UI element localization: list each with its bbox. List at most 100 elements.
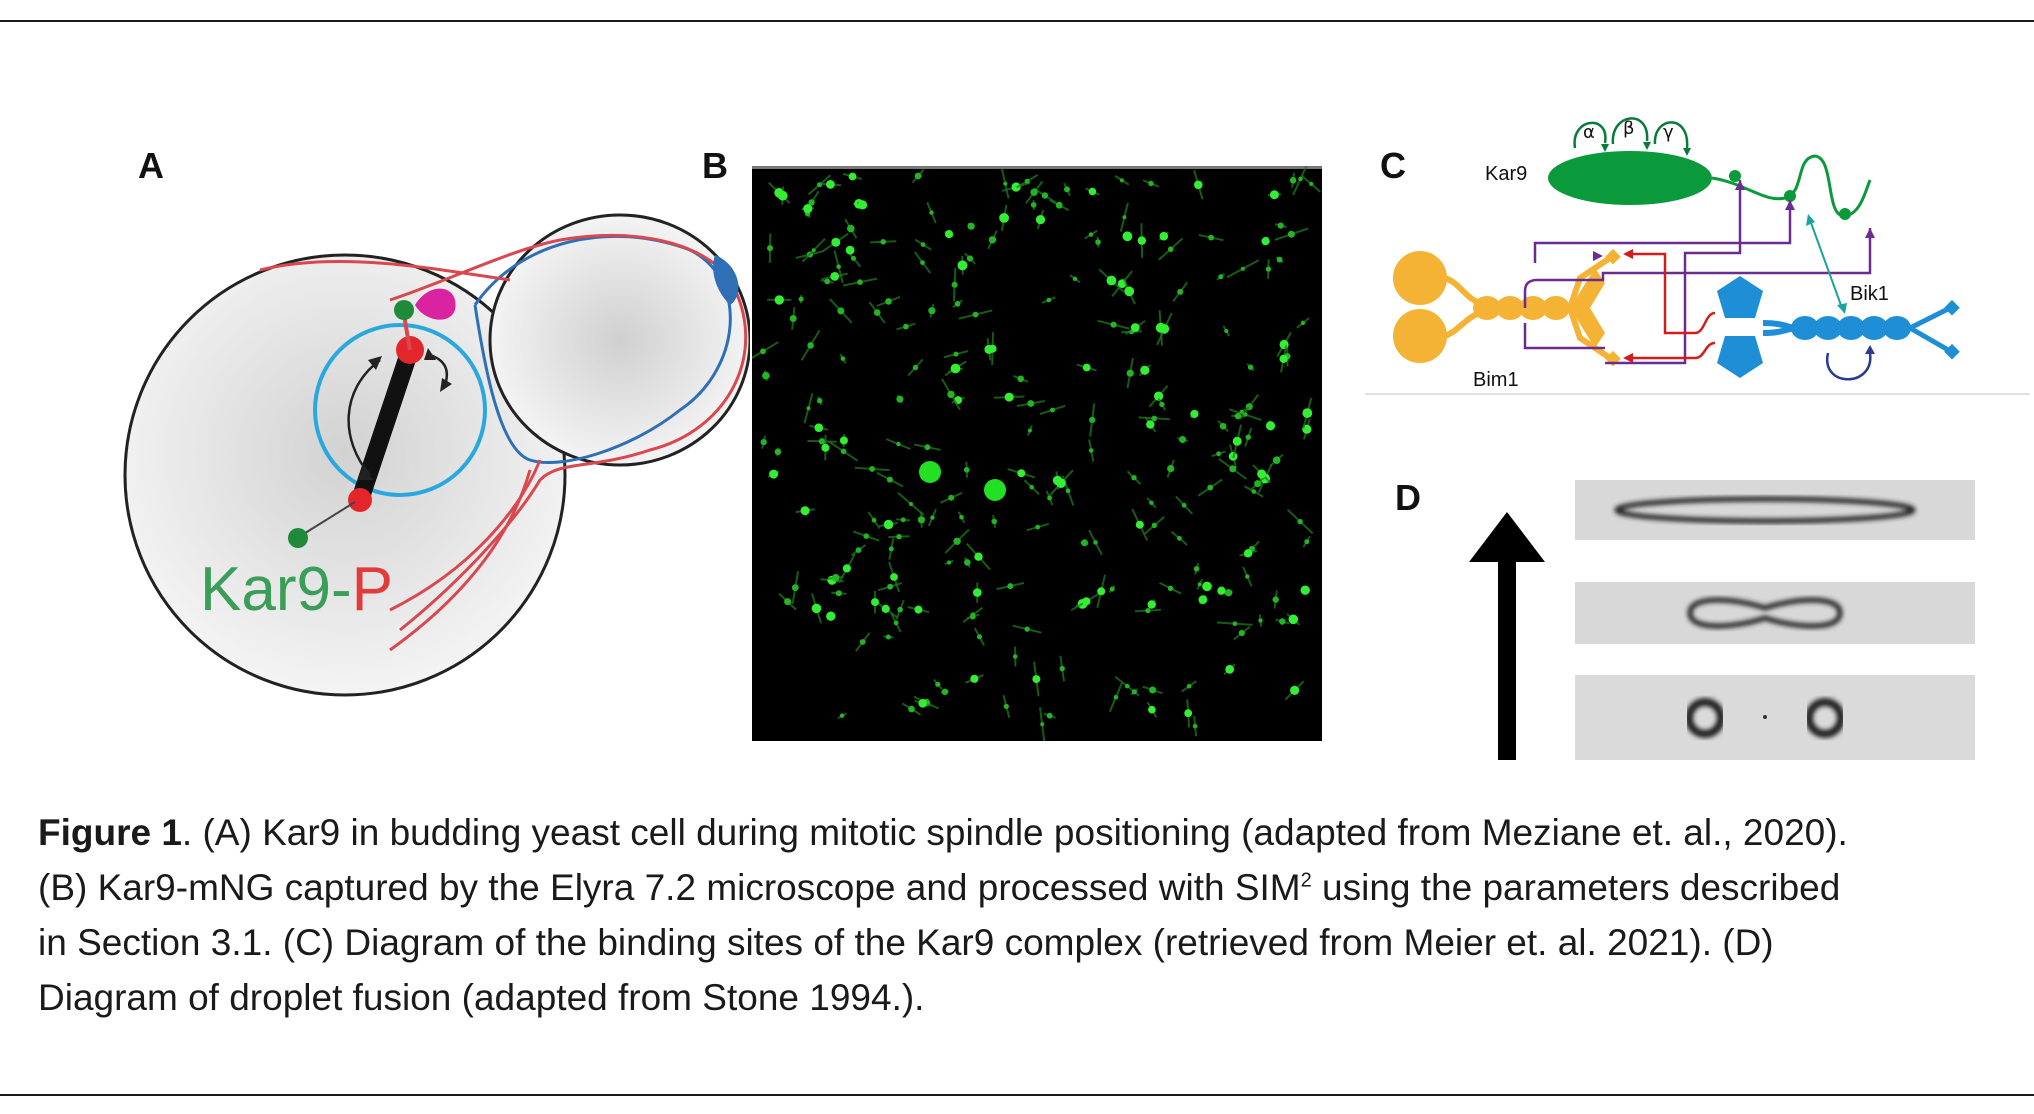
sim-punctum bbox=[929, 210, 934, 215]
sim-punctum bbox=[1190, 409, 1199, 419]
sim-punctum bbox=[1217, 586, 1226, 595]
sim-punctum bbox=[1047, 495, 1052, 501]
sim-punctum bbox=[777, 190, 788, 201]
sim-punctum bbox=[947, 390, 955, 399]
kar9-dimerization-loops bbox=[1573, 117, 1689, 149]
sim-punctum bbox=[914, 172, 922, 180]
sim-punctum bbox=[890, 573, 898, 581]
sim-punctum bbox=[967, 222, 975, 230]
sim-punctum bbox=[847, 224, 855, 233]
sim-punctum bbox=[1119, 178, 1124, 183]
sim-punctum bbox=[1007, 583, 1014, 590]
sim-punctum bbox=[1258, 618, 1263, 623]
spindle-tether bbox=[402, 314, 412, 351]
sim-punctum bbox=[817, 182, 822, 188]
rotation-arrow-head bbox=[424, 348, 436, 360]
sim-punctum bbox=[885, 298, 892, 305]
sim-punctum bbox=[1050, 407, 1055, 413]
bim1-label: Bim1 bbox=[1473, 369, 1519, 391]
microtubule bbox=[259, 259, 511, 282]
panel-d-droplet-fusion bbox=[1469, 480, 1975, 760]
sim-punctum bbox=[1277, 222, 1284, 229]
bim1-ch-domain bbox=[1393, 251, 1447, 305]
sim-punctum bbox=[1216, 451, 1221, 457]
droplet-stage-2 bbox=[1687, 597, 1843, 629]
sim-punctum bbox=[1232, 436, 1242, 446]
sim-punctum bbox=[957, 260, 968, 271]
kar9-p-label: Kar9-P bbox=[200, 555, 393, 624]
sim-punctum bbox=[1186, 684, 1192, 689]
sim-punctum bbox=[1151, 522, 1157, 529]
myosin-cap bbox=[415, 288, 456, 320]
sim-punctum bbox=[1059, 665, 1065, 672]
sim-punctum bbox=[964, 559, 971, 566]
sim-punctum bbox=[1297, 518, 1303, 525]
sim-punctum bbox=[1003, 181, 1008, 186]
kar9-body bbox=[1548, 151, 1712, 205]
sim-punctum bbox=[842, 564, 851, 573]
spindle-pole-bottom bbox=[348, 488, 372, 512]
sim-punctum bbox=[917, 516, 925, 524]
sim-punctum bbox=[1197, 582, 1202, 587]
sim-punctum bbox=[800, 506, 810, 516]
sim-punctum bbox=[1140, 365, 1150, 375]
top-rule bbox=[0, 20, 2034, 22]
sim-punctum bbox=[1124, 683, 1130, 689]
sim-punctum bbox=[851, 255, 856, 261]
sim-punctum bbox=[1202, 581, 1212, 592]
sim-punctum bbox=[1004, 392, 1014, 402]
sim-punctum bbox=[1257, 469, 1267, 479]
sim-punctum bbox=[863, 533, 869, 539]
sim-punctum bbox=[1027, 428, 1032, 433]
sim-punctum bbox=[1030, 202, 1037, 208]
sim-punctum bbox=[886, 476, 893, 483]
sim-punctum bbox=[1081, 539, 1088, 547]
sim-punctum bbox=[1148, 180, 1154, 187]
sim-punctum bbox=[1289, 177, 1297, 184]
sim-punctum bbox=[1131, 689, 1137, 695]
sim-punctum bbox=[1035, 524, 1041, 530]
sim-punctum bbox=[791, 584, 799, 591]
sim-punctum bbox=[896, 395, 904, 403]
sim-punctum bbox=[988, 236, 997, 244]
sim-punctum bbox=[1287, 230, 1295, 238]
bik1-cap-gly bbox=[1717, 336, 1763, 378]
sim-punctum bbox=[970, 613, 976, 620]
panel-c-binding-diagram: Kar9 α β γ Bim1 bbox=[1365, 117, 2030, 395]
sim-punctum bbox=[1247, 364, 1254, 370]
sim-punctum bbox=[953, 537, 961, 545]
sim-punctum bbox=[1224, 589, 1233, 597]
sim-punctum bbox=[1088, 448, 1094, 453]
sim-punctum bbox=[1109, 586, 1115, 592]
sim-punctum bbox=[947, 560, 952, 565]
sim-punctum bbox=[831, 574, 840, 582]
sim-punctum bbox=[1147, 600, 1156, 609]
figure-caption: Figure 1. (A) Kar9 in budding yeast cell… bbox=[38, 805, 1998, 1025]
bottom-rule bbox=[0, 1094, 2034, 1096]
sim-punctum bbox=[1017, 375, 1024, 383]
sim-punctum bbox=[959, 514, 964, 520]
sim-punctum bbox=[1106, 275, 1117, 286]
sim-punctum bbox=[1148, 705, 1156, 714]
microtubule bbox=[389, 469, 532, 652]
sim-punctum bbox=[826, 180, 835, 189]
sim-punctum bbox=[811, 603, 822, 614]
sim-punctum bbox=[973, 588, 982, 597]
sim-punctum bbox=[1110, 321, 1117, 328]
sim-punctum bbox=[855, 547, 862, 553]
sim-punctum bbox=[1167, 246, 1174, 252]
droplet-stage-1 bbox=[1614, 496, 1916, 524]
sim-punctum bbox=[999, 213, 1009, 223]
sim-punctum bbox=[1167, 585, 1174, 591]
caption-superscript: 2 bbox=[1300, 869, 1312, 892]
sim-punctum bbox=[871, 598, 879, 607]
sim-punctum bbox=[1245, 574, 1250, 579]
sim-punctum bbox=[903, 323, 909, 330]
greek-gamma: γ bbox=[1663, 122, 1674, 143]
sim-punctum bbox=[1097, 587, 1106, 596]
sim-punctum bbox=[928, 307, 936, 315]
sim-punctum bbox=[1046, 712, 1053, 719]
sim-punctum bbox=[857, 279, 863, 285]
sim-punctum bbox=[1184, 709, 1193, 718]
droplet-stage-3-left bbox=[1685, 698, 1725, 738]
